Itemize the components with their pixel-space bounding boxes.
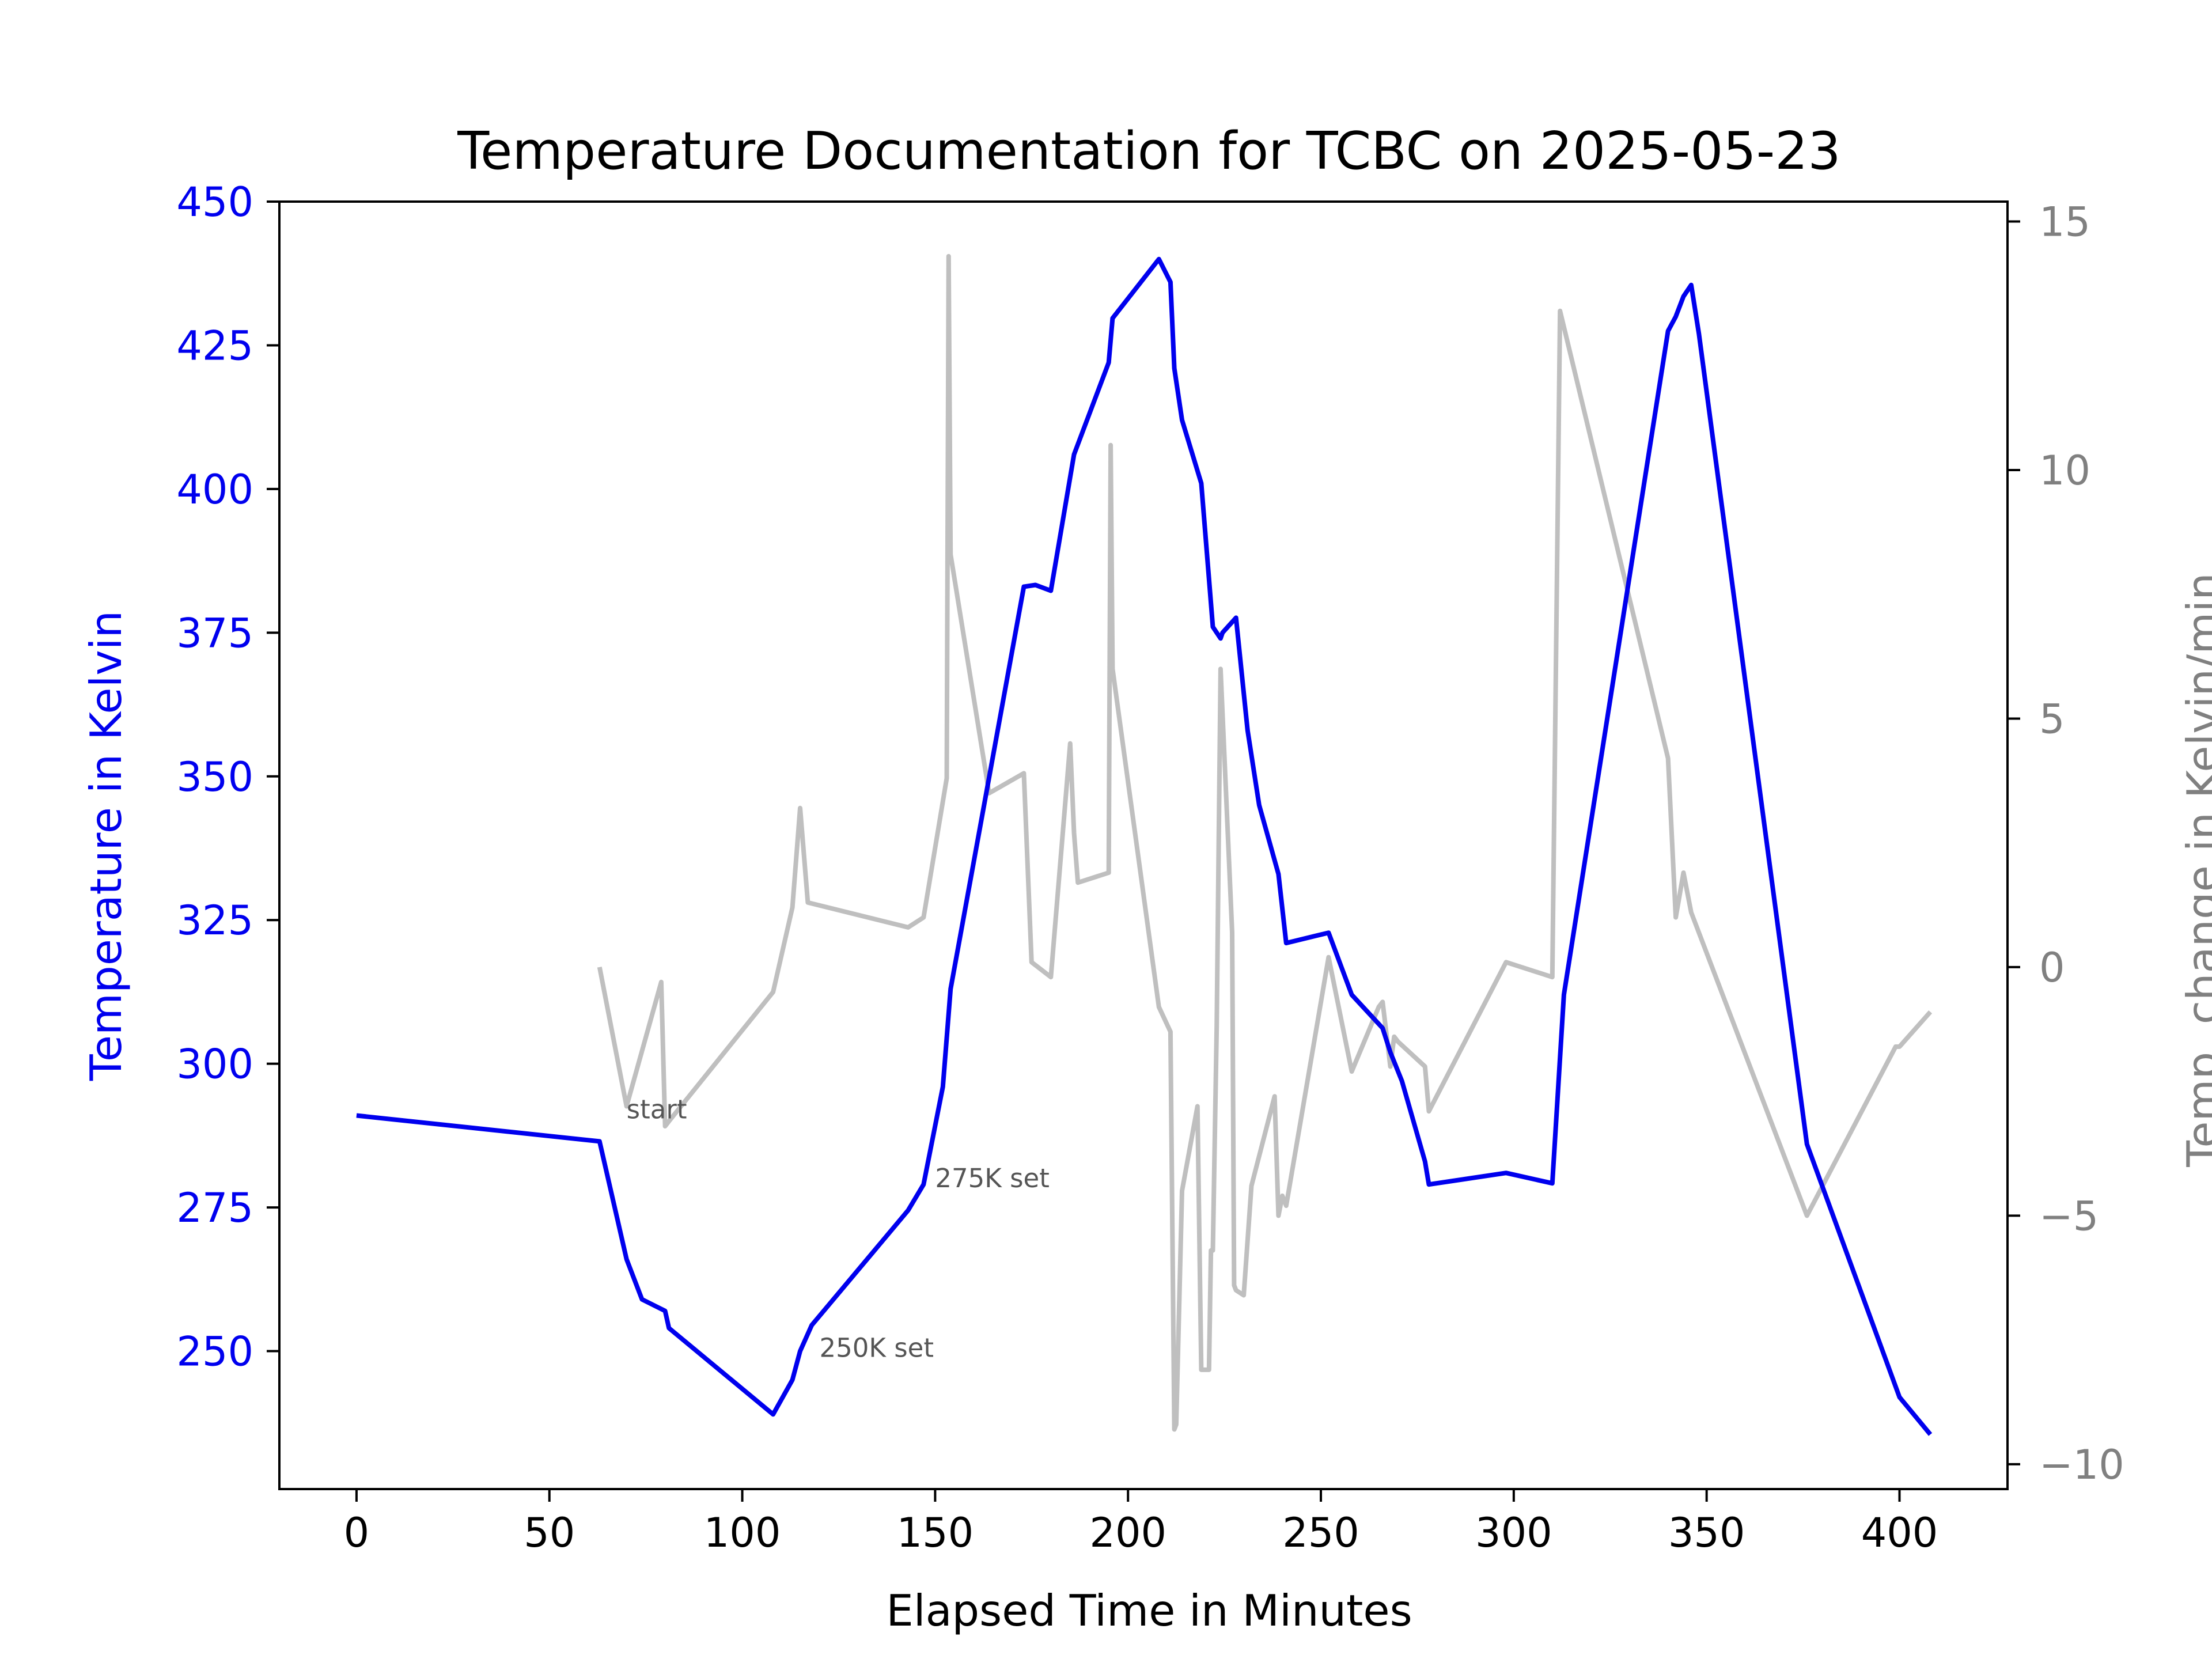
left-y-axis-title: Temperature in Kelvin bbox=[81, 611, 131, 1081]
plot-area bbox=[356, 253, 1933, 1436]
left-y-tick-label: 375 bbox=[176, 609, 253, 657]
x-tick-label: 100 bbox=[704, 1509, 781, 1556]
annotation-label: start bbox=[627, 1094, 687, 1124]
left-y-tick-label: 250 bbox=[176, 1328, 253, 1376]
annotation-label: 275K set bbox=[935, 1163, 1049, 1194]
temperature-series-line bbox=[356, 256, 1933, 1436]
left-y-tick-label: 325 bbox=[176, 897, 253, 944]
right-y-tick-label: −5 bbox=[2039, 1192, 2099, 1240]
x-tick-label: 50 bbox=[524, 1509, 575, 1556]
right-y-axis-title: Temp. change in Kelvin/min bbox=[2177, 573, 2212, 1168]
x-tick-label: 0 bbox=[344, 1509, 370, 1556]
x-tick-label: 150 bbox=[897, 1509, 974, 1556]
left-y-tick-label: 400 bbox=[176, 466, 253, 513]
x-tick-label: 350 bbox=[1668, 1509, 1745, 1556]
right-y-axis: −10 −5 0 5 10 15 bbox=[2008, 199, 2124, 1488]
plot-frame bbox=[278, 200, 2009, 1490]
right-y-tick-label: −10 bbox=[2039, 1441, 2124, 1488]
x-tick-label: 200 bbox=[1089, 1509, 1166, 1556]
left-y-tick-label: 450 bbox=[176, 179, 253, 226]
x-axis-title: Elapsed Time in Minutes bbox=[886, 1585, 1412, 1636]
temperature-layer bbox=[356, 256, 1933, 1436]
right-y-tick-label: 10 bbox=[2039, 447, 2090, 494]
chart-title: Temperature Documentation for TCBC on 20… bbox=[457, 121, 1840, 181]
x-axis: 0 50 100 150 200 250 300 350 400 bbox=[344, 1489, 1938, 1556]
rate-series-line bbox=[597, 253, 1933, 1432]
x-tick-label: 400 bbox=[1861, 1509, 1938, 1556]
left-y-tick-label: 350 bbox=[176, 753, 253, 801]
x-tick-label: 300 bbox=[1475, 1509, 1552, 1556]
left-y-axis: 250 275 300 325 350 375 400 425 450 bbox=[176, 179, 279, 1376]
left-y-tick-label: 275 bbox=[176, 1184, 253, 1232]
right-y-tick-label: 5 bbox=[2039, 695, 2065, 743]
right-y-tick-label: 15 bbox=[2039, 199, 2090, 246]
annotation-label: 250K set bbox=[820, 1333, 934, 1363]
right-y-tick-label: 0 bbox=[2039, 944, 2065, 991]
annotations: start 250K set 275K set bbox=[627, 1094, 1050, 1363]
rate-layer bbox=[597, 253, 1933, 1432]
x-tick-label: 250 bbox=[1282, 1509, 1359, 1556]
left-y-tick-label: 300 bbox=[176, 1041, 253, 1088]
left-y-tick-label: 425 bbox=[176, 322, 253, 369]
